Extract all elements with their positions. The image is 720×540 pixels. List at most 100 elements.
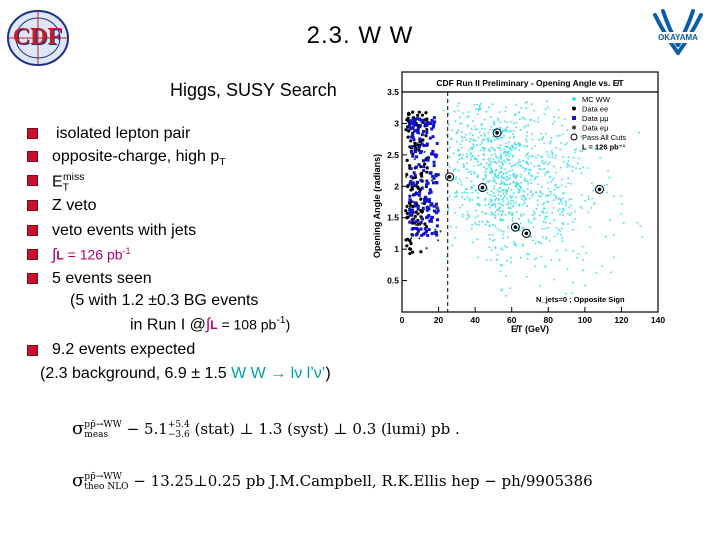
- mc-ww-point: [580, 172, 583, 174]
- mc-ww-point: [477, 108, 480, 111]
- data-mumu-point: [435, 218, 439, 222]
- mc-ww-point: [455, 132, 458, 135]
- mc-ww-point: [457, 109, 460, 112]
- mc-ww-point: [518, 118, 521, 121]
- mc-ww-point: [529, 197, 531, 200]
- mc-ww-point: [494, 205, 497, 208]
- data-ee-point: [405, 172, 409, 177]
- mc-ww-point: [459, 154, 461, 157]
- data-mumu-point: [417, 163, 421, 167]
- mc-ww-point: [488, 150, 491, 152]
- mc-ww-point: [532, 239, 534, 242]
- mc-ww-point: [549, 191, 552, 193]
- mc-ww-point: [506, 146, 509, 149]
- mc-ww-point: [546, 200, 548, 203]
- mc-ww-point: [530, 235, 532, 238]
- mc-ww-point: [533, 109, 536, 112]
- mc-ww-point: [497, 213, 500, 215]
- mc-ww-point: [483, 149, 485, 152]
- mc-ww-point: [499, 136, 502, 139]
- data-mumu-point: [431, 181, 435, 185]
- subscript-label: theo NLO: [84, 482, 129, 492]
- mc-ww-point: [472, 143, 475, 146]
- data-mumu-point: [432, 204, 436, 208]
- mc-ww-point: [553, 218, 555, 221]
- mc-ww-point: [493, 177, 495, 179]
- mc-ww-point: [537, 183, 539, 186]
- mc-ww-point: [488, 165, 491, 168]
- mc-ww-point: [534, 218, 537, 220]
- mc-ww-point: [525, 276, 528, 278]
- data-mumu-point: [427, 213, 431, 217]
- data-mumu-point: [414, 220, 418, 224]
- mc-ww-point: [512, 205, 514, 208]
- mc-ww-point: [498, 199, 500, 201]
- mc-ww-point: [547, 226, 549, 229]
- mc-ww-point: [547, 187, 550, 190]
- data-mumu-point: [436, 173, 440, 177]
- mc-ww-point: [479, 143, 482, 146]
- data-mumu-point: [421, 118, 425, 122]
- okayama-logo: OKAYAMA: [645, 5, 711, 71]
- mc-ww-point: [505, 203, 508, 205]
- mc-ww-point: [504, 145, 507, 148]
- mc-ww-point: [561, 124, 563, 127]
- mc-ww-point: [522, 245, 524, 247]
- mc-ww-point: [533, 178, 536, 181]
- mc-ww-point: [522, 227, 524, 229]
- mc-ww-point: [568, 198, 571, 201]
- mc-ww-point: [549, 190, 551, 193]
- mc-ww-point: [500, 230, 503, 232]
- mc-ww-point: [524, 177, 526, 179]
- mc-ww-point: [506, 190, 508, 192]
- mc-ww-point: [506, 121, 509, 124]
- mc-ww-point: [559, 200, 562, 203]
- mc-ww-point: [513, 136, 515, 139]
- data-mumu-point: [419, 220, 423, 224]
- mc-ww-point: [515, 104, 518, 106]
- mc-ww-point: [494, 181, 497, 183]
- mc-ww-point: [455, 176, 457, 178]
- mc-ww-point: [587, 195, 590, 198]
- mc-ww-point: [493, 124, 496, 126]
- mc-ww-point: [547, 194, 549, 196]
- mc-ww-point: [542, 236, 544, 239]
- mc-ww-point: [518, 164, 520, 167]
- bullet-text: 9.2 events expected: [52, 341, 196, 358]
- mc-ww-point: [526, 253, 528, 255]
- mc-ww-point: [452, 170, 455, 172]
- mc-ww-point: [475, 158, 477, 160]
- mc-ww-point: [461, 112, 464, 115]
- mc-ww-point: [502, 204, 504, 207]
- mc-ww-point: [505, 106, 507, 109]
- mc-ww-point: [456, 104, 459, 107]
- mc-ww-point: [488, 148, 490, 151]
- mc-ww-point: [530, 182, 532, 185]
- mc-ww-point: [493, 139, 496, 141]
- mc-ww-point: [569, 214, 571, 216]
- mc-ww-point: [460, 122, 463, 125]
- data-mumu-point: [417, 229, 421, 233]
- mc-ww-point: [457, 150, 460, 152]
- mc-ww-point: [569, 165, 571, 167]
- mc-ww-point: [484, 174, 487, 176]
- mc-ww-point: [532, 226, 535, 228]
- plot-frame: [401, 91, 659, 313]
- mc-ww-point: [521, 243, 524, 246]
- mc-ww-point: [486, 189, 489, 191]
- data-emu-point: [413, 158, 416, 161]
- data-mumu-point: [426, 181, 430, 185]
- mc-ww-point: [496, 254, 499, 256]
- mc-ww-point: [459, 206, 461, 209]
- mc-ww-point: [567, 212, 569, 215]
- data-emu-point: [439, 230, 442, 233]
- mc-ww-point: [492, 147, 494, 150]
- x-tick-label: 140: [651, 315, 665, 325]
- data-ee-point: [406, 112, 411, 116]
- data-emu-point: [420, 217, 423, 220]
- mc-ww-point: [494, 199, 497, 201]
- mc-ww-point: [529, 119, 532, 121]
- mc-ww-point: [501, 130, 504, 132]
- mc-ww-point: [538, 195, 541, 197]
- mc-ww-point: [638, 131, 641, 134]
